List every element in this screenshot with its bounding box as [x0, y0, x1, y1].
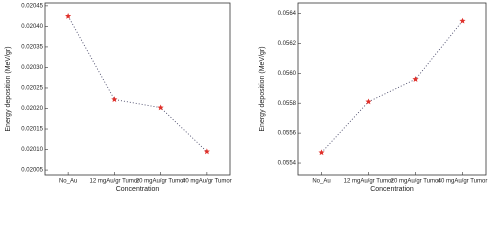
x-tick-label: 40 mgAu/gr Tumor — [438, 179, 488, 185]
y-tick-label: 0.02040 — [21, 24, 43, 30]
data-line — [321, 20, 463, 153]
y-tick-label: 0.0560 — [278, 71, 297, 77]
y-tick-label: 0.02045 — [21, 3, 43, 9]
y-tick-label: 0.0556 — [278, 131, 297, 137]
y-tick-label: 0.0558 — [278, 101, 297, 107]
plot-frame — [44, 2, 231, 176]
y-tick-label: 0.02020 — [21, 106, 43, 112]
x-axis-title: Concentration — [370, 186, 414, 192]
y-tick-label: 0.0562 — [278, 41, 297, 47]
data-point — [111, 96, 118, 103]
data-point — [157, 104, 164, 111]
data-point — [203, 148, 210, 155]
y-tick-label: 0.0564 — [278, 11, 297, 17]
y-tick-label: 0.02010 — [21, 147, 43, 153]
figure: 0.02045 0.02040 0.02035 0.02030 0.02025 0.020… — [5, 2, 488, 192]
data-point — [318, 149, 325, 156]
x-tick-label: 20 mgAu/gr Tumor — [136, 179, 186, 185]
data-point — [459, 17, 466, 24]
chart: 0.02045 0.02040 0.02035 0.02030 0.02025 0.020… — [5, 2, 232, 192]
y-tick-label: 0.02015 — [21, 127, 43, 133]
x-tick-label: 12 mgAu/gr Tumor — [344, 179, 394, 185]
y-axis-title: Energy deposition (MeV/gr) — [5, 46, 12, 131]
data-point — [365, 98, 372, 105]
chart: 0.0554 0.0556 0.0558 0.0560 0.0562 0.0564 No_A… — [259, 2, 488, 192]
data-point — [65, 12, 72, 19]
x-tick-label: 12 mgAu/gr Tumor — [90, 179, 140, 185]
y-tick-label: 0.02030 — [21, 65, 43, 71]
x-tick-label: No_Au — [312, 179, 330, 185]
data-point — [412, 76, 419, 82]
x-tick-label: 20 mgAu/gr Tumor — [391, 179, 441, 185]
x-tick-label: 40 mgAu/gr Tumor — [182, 179, 232, 185]
plot-frame — [297, 2, 487, 176]
y-tick-label: 0.02025 — [21, 86, 43, 92]
x-tick-label: No_Au — [59, 179, 77, 185]
page: {"chart_data": [ {"type": "line", "categ… — [4, 2, 488, 192]
y-tick-label: 0.0554 — [278, 161, 297, 167]
data-line — [67, 15, 208, 152]
x-axis-title: Concentration — [116, 186, 160, 192]
y-tick-label: 0.02005 — [21, 168, 43, 174]
y-axis-title: Energy deposition (MeV/gr) — [259, 46, 266, 131]
y-tick-label: 0.02035 — [21, 45, 43, 51]
